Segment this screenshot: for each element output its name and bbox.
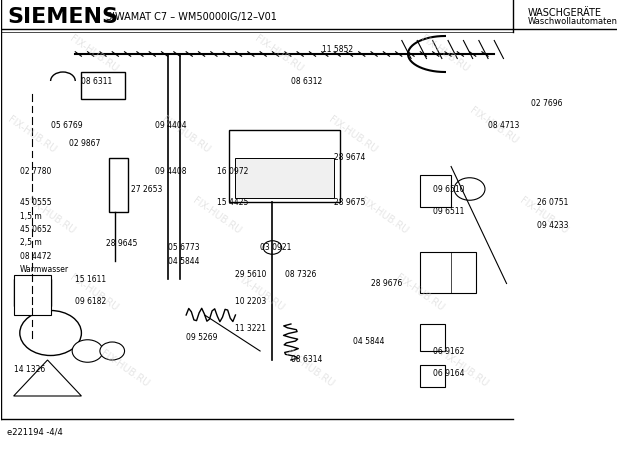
Text: FIX-HUB.RU: FIX-HUB.RU bbox=[326, 115, 378, 155]
Text: 11 5852: 11 5852 bbox=[322, 45, 353, 54]
Text: 08 6312: 08 6312 bbox=[291, 76, 322, 86]
Text: 45 0652: 45 0652 bbox=[20, 225, 52, 234]
Text: 05 6773: 05 6773 bbox=[168, 243, 199, 252]
Text: 15 1611: 15 1611 bbox=[75, 274, 106, 284]
Text: 04 5844: 04 5844 bbox=[352, 338, 384, 346]
Text: 14 1326: 14 1326 bbox=[13, 364, 45, 373]
Circle shape bbox=[20, 310, 81, 356]
Bar bbox=[13, 274, 51, 315]
Text: 09 4233: 09 4233 bbox=[537, 220, 569, 230]
Text: FIX-HUB.RU: FIX-HUB.RU bbox=[25, 196, 76, 236]
Polygon shape bbox=[13, 360, 81, 396]
Bar bbox=[420, 364, 445, 387]
Text: 45 0555: 45 0555 bbox=[20, 198, 52, 207]
Text: WASCHGERÄTE: WASCHGERÄTE bbox=[528, 8, 602, 18]
Bar bbox=[235, 158, 334, 198]
Text: 28 9645: 28 9645 bbox=[106, 238, 137, 248]
Circle shape bbox=[263, 241, 282, 254]
Bar bbox=[81, 72, 125, 99]
Text: 08 7326: 08 7326 bbox=[285, 270, 316, 279]
Text: 16 0972: 16 0972 bbox=[217, 166, 248, 176]
Text: FIX-HUB.RU: FIX-HUB.RU bbox=[68, 272, 120, 313]
Text: 09 4404: 09 4404 bbox=[155, 122, 187, 130]
Text: FIX-HUB.RU: FIX-HUB.RU bbox=[284, 349, 335, 389]
Text: FIX-HUB.RU: FIX-HUB.RU bbox=[518, 196, 569, 236]
Text: 02 9867: 02 9867 bbox=[69, 140, 100, 148]
Text: 09 5269: 09 5269 bbox=[186, 333, 218, 342]
Text: Warmwasser: Warmwasser bbox=[20, 266, 69, 274]
Text: 26 0751: 26 0751 bbox=[537, 198, 569, 207]
Text: FIX-HUB.RU: FIX-HUB.RU bbox=[160, 115, 212, 155]
Circle shape bbox=[72, 340, 103, 362]
Text: SIWAMAT C7 – WM50000IG/12–V01: SIWAMAT C7 – WM50000IG/12–V01 bbox=[106, 12, 277, 22]
Text: 06 9162: 06 9162 bbox=[432, 346, 464, 356]
Text: 28 9676: 28 9676 bbox=[371, 279, 403, 288]
Circle shape bbox=[100, 342, 125, 360]
Text: 08 6311: 08 6311 bbox=[81, 76, 113, 86]
Text: e221194 -4/4: e221194 -4/4 bbox=[8, 428, 63, 436]
Text: FIX-HUB.RU: FIX-HUB.RU bbox=[191, 196, 243, 236]
Text: 02 7696: 02 7696 bbox=[531, 99, 563, 108]
Text: FIX-HUB.RU: FIX-HUB.RU bbox=[68, 34, 120, 74]
Text: 10 2203: 10 2203 bbox=[235, 297, 266, 306]
Text: 08 4472: 08 4472 bbox=[20, 252, 51, 261]
Bar bbox=[109, 158, 128, 212]
Text: FIX-HUB.RU: FIX-HUB.RU bbox=[394, 272, 446, 313]
Text: 09 4408: 09 4408 bbox=[155, 166, 187, 176]
Text: 29 5610: 29 5610 bbox=[235, 270, 267, 279]
Text: 09 6182: 09 6182 bbox=[75, 297, 106, 306]
Text: FIX-HUB.RU: FIX-HUB.RU bbox=[6, 115, 58, 155]
Text: 08 6314: 08 6314 bbox=[291, 356, 322, 364]
Text: 02 7780: 02 7780 bbox=[20, 166, 51, 176]
Text: 28 9675: 28 9675 bbox=[334, 198, 366, 207]
Text: FIX-HUB.RU: FIX-HUB.RU bbox=[438, 349, 489, 389]
Text: 27 2653: 27 2653 bbox=[131, 184, 162, 194]
Bar bbox=[420, 176, 451, 207]
Text: 04 5844: 04 5844 bbox=[168, 256, 199, 266]
Text: 05 6769: 05 6769 bbox=[51, 122, 82, 130]
Text: FIX-HUB.RU: FIX-HUB.RU bbox=[419, 34, 471, 74]
Text: 28 9674: 28 9674 bbox=[334, 153, 366, 162]
Text: FIX-HUB.RU: FIX-HUB.RU bbox=[252, 34, 305, 74]
Text: FIX-HUB.RU: FIX-HUB.RU bbox=[468, 106, 520, 146]
Text: FIX-HUB.RU: FIX-HUB.RU bbox=[357, 196, 410, 236]
Text: 09 6511: 09 6511 bbox=[432, 207, 464, 216]
Circle shape bbox=[454, 178, 485, 200]
Text: 03 0921: 03 0921 bbox=[260, 243, 291, 252]
Bar bbox=[420, 324, 445, 351]
Text: 2,5 m: 2,5 m bbox=[20, 238, 41, 248]
Bar bbox=[420, 252, 476, 292]
Text: Waschwollautomaten: Waschwollautomaten bbox=[528, 17, 618, 26]
Text: 09 6510: 09 6510 bbox=[432, 184, 464, 194]
Text: FIX-HUB.RU: FIX-HUB.RU bbox=[99, 349, 151, 389]
Text: 06 9164: 06 9164 bbox=[432, 369, 464, 378]
Bar bbox=[230, 130, 340, 202]
Text: FIX-HUB.RU: FIX-HUB.RU bbox=[234, 272, 286, 313]
Text: 11 3221: 11 3221 bbox=[235, 324, 266, 333]
Text: SIEMENS: SIEMENS bbox=[8, 7, 118, 27]
Bar bbox=[13, 279, 51, 306]
Text: 1,5 m: 1,5 m bbox=[20, 212, 41, 220]
Text: 08 4713: 08 4713 bbox=[488, 122, 520, 130]
Text: 15 4425: 15 4425 bbox=[217, 198, 248, 207]
